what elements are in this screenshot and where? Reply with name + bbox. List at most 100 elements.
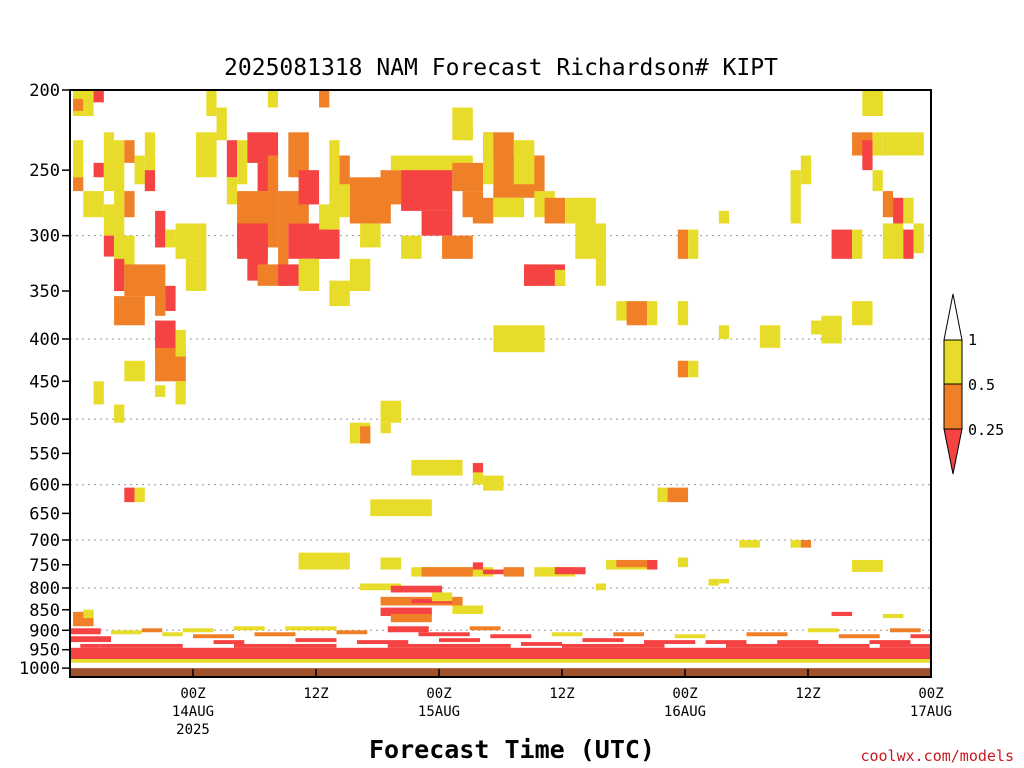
y-tick-label: 200 [29, 81, 60, 101]
ri-cell [329, 140, 340, 178]
ri-cell [483, 132, 494, 185]
ri-cell [562, 643, 665, 648]
x-tick-label: 00Z [672, 686, 697, 702]
ri-cell [134, 487, 145, 503]
ri-cell [114, 140, 125, 236]
ri-cell [182, 628, 214, 633]
ri-cell [387, 626, 429, 633]
ri-cell [431, 592, 453, 602]
ri-cell [831, 229, 853, 259]
ri-cell [544, 197, 566, 224]
ri-cell [103, 204, 115, 236]
y-tick-label: 900 [29, 621, 60, 641]
ri-cell [134, 155, 145, 185]
ri-cell [882, 132, 924, 156]
ri-cell [124, 487, 135, 503]
ri-cell [288, 132, 309, 178]
ri-cell [626, 301, 648, 326]
ri-cell [869, 640, 911, 644]
y-tick-label: 800 [29, 579, 60, 599]
ri-cell [677, 557, 689, 568]
ri-cell [705, 640, 747, 644]
ri-cell [70, 647, 931, 660]
ri-cell [677, 301, 689, 326]
credit-text: coolwx.com/models [860, 747, 1014, 765]
ri-cell [155, 291, 166, 316]
ri-cell [554, 567, 586, 575]
ri-cell [234, 626, 265, 631]
x-tick-label: 14AUG [172, 704, 214, 720]
x-tick-label: 00Z [180, 686, 205, 702]
ri-cell [339, 155, 350, 185]
y-tick-label: 450 [29, 372, 60, 392]
ri-cell [879, 643, 931, 648]
ri-cell [862, 140, 873, 171]
ri-cell [370, 499, 432, 517]
ri-cell [175, 381, 186, 405]
ri-cell [882, 613, 904, 619]
x-axis: 00Z 14AUG 2025 12Z 00Z 15AUG 12Z 00Z 16AUG 12Z 00Z… [172, 669, 952, 738]
ri-cell [821, 315, 842, 344]
ri-cell [688, 360, 699, 378]
ri-cell [226, 140, 238, 178]
colorbar: 1 0.5 0.25 [943, 293, 1004, 475]
ri-cell [554, 269, 566, 286]
ri-cell [213, 640, 245, 644]
ri-cell [503, 567, 525, 577]
ri-cell [185, 258, 207, 292]
ri-cell [206, 90, 217, 116]
y-tick-label: 750 [29, 556, 60, 576]
ri-cell [111, 630, 142, 635]
ri-cell [674, 634, 706, 639]
ri-cell [267, 155, 279, 192]
y-axis: 200 250 300 350 400 450 500 550 600 650 700 750 8008… [19, 81, 70, 679]
ri-cell [667, 487, 689, 503]
x-tick-label: 12Z [303, 686, 328, 702]
ri-cell [387, 643, 511, 648]
ri-cell [595, 275, 607, 286]
ri-cell [73, 177, 84, 192]
ri-cell [439, 638, 480, 643]
ri-cell [267, 90, 279, 108]
ri-cell [677, 229, 689, 259]
ri-cell [490, 634, 532, 639]
ri-cell [838, 634, 880, 639]
ri-cell [469, 626, 501, 631]
ri-cell [726, 643, 870, 648]
ri-cell [442, 235, 473, 259]
ri-cell [73, 140, 84, 178]
colorbar-segment [943, 383, 963, 430]
ri-cell [360, 426, 371, 444]
colorbar-label: 1 [968, 331, 977, 349]
ri-cell [872, 132, 883, 156]
ri-cell [144, 170, 156, 192]
ri-cell [565, 197, 596, 224]
y-tick-label: 350 [29, 282, 60, 302]
ri-cell [390, 613, 432, 623]
ri-cell [278, 223, 289, 286]
ri-cell [93, 90, 104, 103]
ri-cell [452, 605, 484, 614]
ri-cell [216, 107, 227, 141]
ri-cell [872, 170, 883, 192]
ri-cell [472, 472, 484, 485]
y-tick-label: 700 [29, 531, 60, 551]
x-tick-label: 00Z [426, 686, 451, 702]
ri-cell [472, 562, 484, 570]
ri-cell [677, 360, 689, 378]
ri-cell [73, 98, 84, 111]
y-tick-label: 550 [29, 444, 60, 464]
ri-cell [493, 325, 545, 353]
ri-cell [688, 229, 699, 259]
ri-cell [193, 634, 234, 639]
ri-cell [852, 301, 873, 326]
ri-cell [103, 235, 115, 257]
ri-cell [800, 155, 812, 185]
ri-cell [808, 628, 839, 633]
ri-cell [329, 280, 350, 307]
x-tick-label: 17AUG [910, 704, 952, 720]
ri-cell [114, 258, 125, 292]
ri-cell [124, 264, 166, 297]
ri-cell [124, 140, 135, 163]
